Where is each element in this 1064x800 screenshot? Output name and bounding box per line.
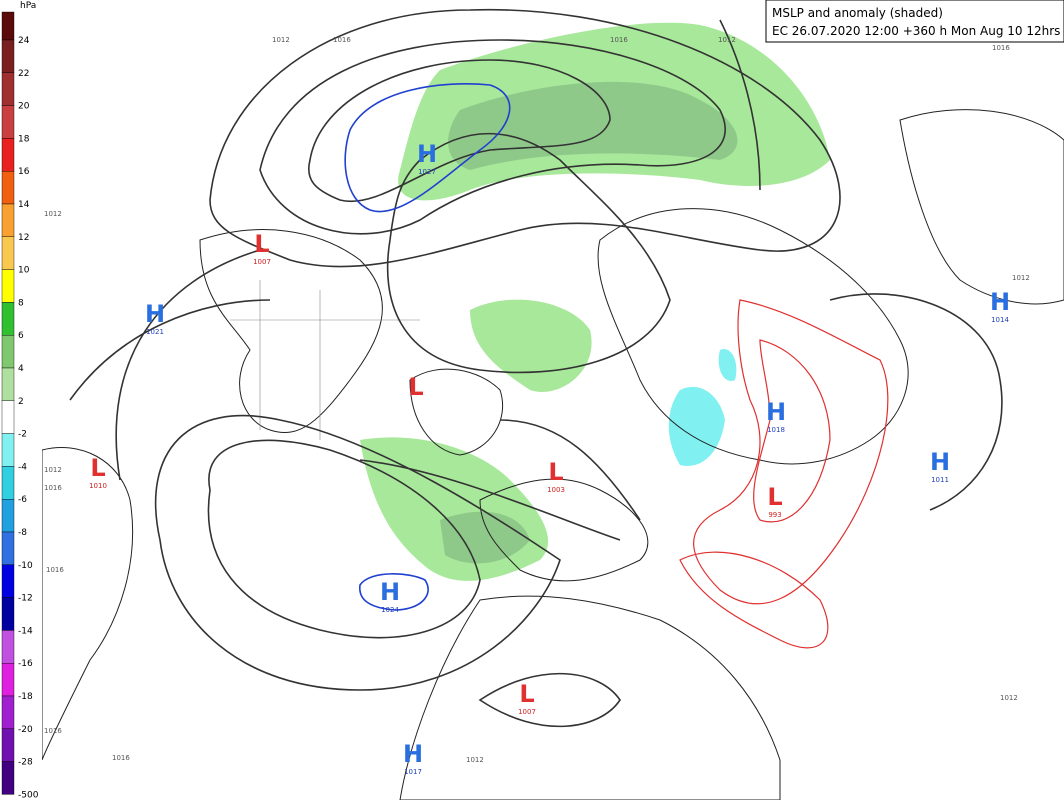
center-letter: L <box>254 230 269 258</box>
center-letter: L <box>90 454 105 482</box>
center-pressure: 1021 <box>146 328 164 336</box>
isobar-label: 1012 <box>272 36 290 44</box>
center-letter: L <box>408 373 423 401</box>
center-pressure: 1024 <box>381 606 399 614</box>
colorbar-swatch <box>1 630 15 664</box>
isobar-label: 1016 <box>46 566 64 574</box>
isobar-label: 1012 <box>466 756 484 764</box>
colorbar-swatch <box>1 11 15 41</box>
center-letter: H <box>990 288 1010 316</box>
center-pressure: 1007 <box>253 258 271 266</box>
colorbar-swatch <box>1 203 15 237</box>
title: MSLP and anomaly (shaded) <box>772 6 943 20</box>
colorbar-swatch <box>1 138 15 172</box>
isobar-label: 1012 <box>44 466 62 474</box>
colorbar-swatch <box>1 531 15 565</box>
center-pressure: 993 <box>768 511 781 519</box>
colorbar-swatch <box>1 105 15 139</box>
colorbar-label: -8 <box>18 528 27 538</box>
center-letter: H <box>403 740 423 768</box>
colorbar-label: 4 <box>18 364 24 374</box>
map-background <box>41 0 1064 800</box>
isobar-label: 1012 <box>1000 694 1018 702</box>
colorbar-swatch <box>1 695 15 729</box>
colorbar-label: 8 <box>18 298 24 308</box>
isobar-label: 1016 <box>992 44 1010 52</box>
colorbar-label: -4 <box>18 462 27 472</box>
colorbar-swatch <box>1 400 15 434</box>
colorbar-swatch <box>1 269 15 303</box>
colorbar-swatch <box>1 597 15 631</box>
center-pressure: 1011 <box>931 476 949 484</box>
colorbar-label: -2 <box>18 430 27 440</box>
colorbar-label: 10 <box>18 266 30 276</box>
colorbar-label: 24 <box>18 36 30 46</box>
colorbar-swatch <box>1 433 15 467</box>
colorbar-swatch <box>1 39 15 73</box>
colorbar-label: 16 <box>18 167 30 177</box>
center-letter: H <box>380 578 400 606</box>
center-pressure: 1007 <box>518 708 536 716</box>
isobar-label: 1016 <box>44 484 62 492</box>
center-pressure: 1003 <box>547 486 565 494</box>
colorbar-swatch <box>1 761 15 795</box>
center-pressure: 1027 <box>418 168 436 176</box>
center-pressure: 1018 <box>767 426 785 434</box>
subtitle: EC 26.07.2020 12:00 +360 h Mon Aug 10 12… <box>772 24 1060 38</box>
colorbar-swatch <box>1 564 15 598</box>
isobar-label: 1016 <box>333 36 351 44</box>
colorbar-label: 20 <box>18 102 30 112</box>
colorbar-swatch <box>1 170 15 205</box>
colorbar-label: 22 <box>18 69 29 79</box>
isobar-label: 1012 <box>44 210 62 218</box>
center-letter: L <box>548 458 563 486</box>
center-pressure: 1017 <box>404 768 422 776</box>
colorbar-label: -12 <box>18 594 33 604</box>
colorbar-label: -18 <box>18 692 33 702</box>
colorbar-swatch <box>1 367 15 401</box>
isobar-label: 1012 <box>1012 274 1030 282</box>
colorbar-label: 6 <box>18 331 24 341</box>
colorbar-swatch <box>1 466 15 500</box>
isobar-label: 1016 <box>112 754 130 762</box>
colorbar-swatch <box>1 499 15 533</box>
colorbar-swatch <box>1 335 15 369</box>
isobar-label: 1016 <box>44 727 62 735</box>
isobar-label: 1012 <box>718 36 736 44</box>
center-letter: L <box>519 680 534 708</box>
colorbar-swatch <box>1 663 15 697</box>
map-labels: 1012 1016 1016 1012 1016 1012 1012 1012 1016 1016… <box>44 36 1030 764</box>
colorbar-label: -28 <box>18 758 33 768</box>
colorbar-swatch <box>1 236 15 270</box>
center-letter: H <box>766 398 786 426</box>
center-letter: L <box>767 483 782 511</box>
colorbar-swatch <box>1 302 15 336</box>
colorbar-label: 12 <box>18 233 29 243</box>
center-letter: H <box>930 448 950 476</box>
title-box: MSLP and anomaly (shaded) EC 26.07.2020 … <box>765 0 1064 43</box>
colorbar-label: 14 <box>18 200 30 210</box>
center-pressure: 1014 <box>991 316 1009 324</box>
colorbar-label: -10 <box>18 561 33 571</box>
colorbar-swatch <box>1 728 15 762</box>
colorbar-label: 18 <box>18 134 30 144</box>
colorbar-unit: hPa <box>20 1 36 11</box>
center-letter: H <box>417 140 437 168</box>
colorbar-label: -500 <box>18 790 39 800</box>
colorbar-label: -14 <box>18 626 33 636</box>
colorbar-swatch <box>1 72 15 106</box>
colorbar: hPa 24 22 20 18 16 14 12 10 8 6 4 2 -2 -4 -6 -8 -10 -12 -14… <box>0 0 42 800</box>
center-pressure: 1010 <box>89 482 107 490</box>
isobar-label: 1016 <box>610 36 628 44</box>
center-letter: H <box>145 300 165 328</box>
colorbar-label: -20 <box>18 725 33 735</box>
colorbar-label: -16 <box>18 659 33 669</box>
colorbar-label: 2 <box>18 397 24 407</box>
colorbar-label: -6 <box>18 495 27 505</box>
